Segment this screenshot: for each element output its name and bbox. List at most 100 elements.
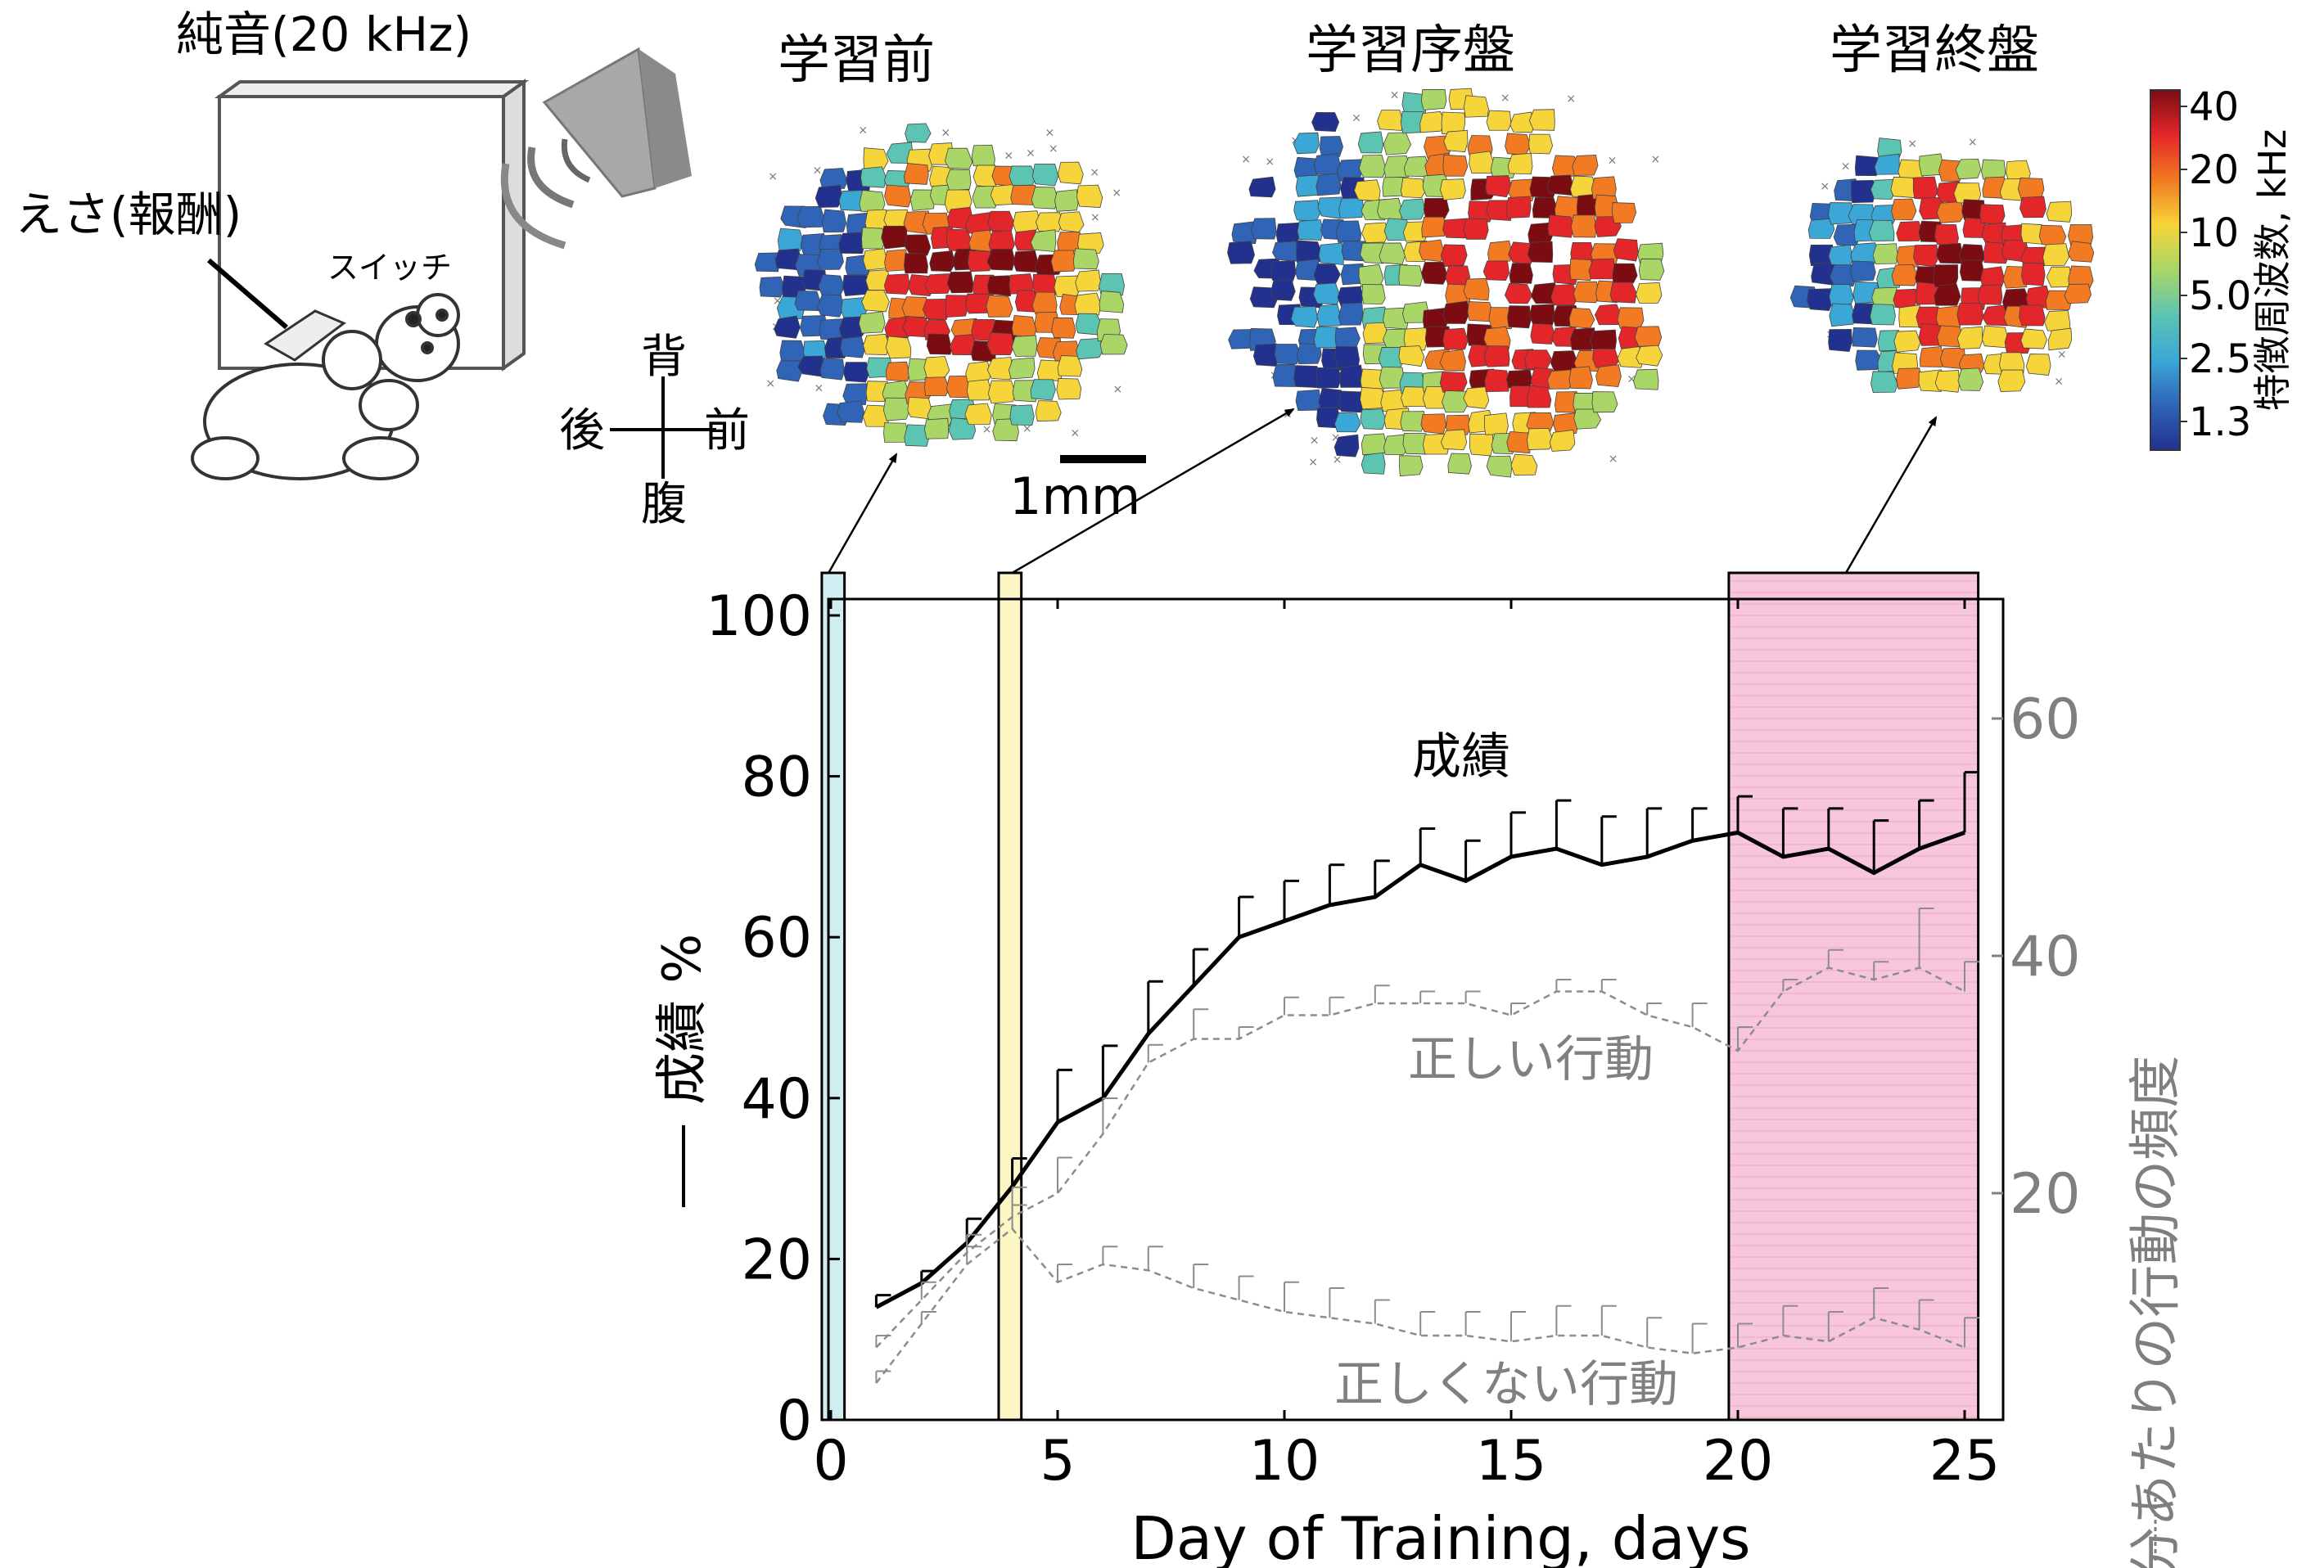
map-cell bbox=[1294, 201, 1320, 222]
map-cell bbox=[1569, 367, 1593, 389]
tonotopic-map-late: ××××××× bbox=[1790, 136, 2094, 393]
map-cell bbox=[1913, 177, 1938, 200]
series-label-score: 成績 bbox=[1412, 728, 1510, 786]
map-cell bbox=[1936, 243, 1962, 264]
map-cell bbox=[1075, 293, 1101, 315]
map-cell bbox=[1399, 456, 1423, 476]
map-cell bbox=[987, 276, 1011, 296]
panel-top bbox=[219, 82, 524, 97]
map-cell bbox=[1033, 274, 1058, 295]
map-cell bbox=[1486, 176, 1512, 197]
map-cell bbox=[1338, 303, 1363, 325]
map-cell bbox=[797, 206, 824, 227]
map-cell bbox=[1634, 369, 1659, 390]
map-cell bbox=[967, 380, 992, 400]
map-cell bbox=[1592, 392, 1618, 412]
map-cell bbox=[988, 211, 1014, 232]
map-unresponsive-mark: × bbox=[1500, 92, 1510, 105]
map-cell bbox=[859, 312, 885, 334]
map-cell bbox=[1443, 328, 1469, 349]
map-cell bbox=[1297, 219, 1324, 240]
map-title-before: 学習前 bbox=[778, 30, 935, 91]
map-cell bbox=[1530, 304, 1555, 326]
map-cell bbox=[1359, 264, 1383, 286]
map-cell bbox=[1334, 412, 1361, 432]
scale-bar: 1mm bbox=[1009, 455, 1146, 526]
map-cell bbox=[1319, 243, 1343, 265]
map-cell bbox=[1897, 222, 1922, 241]
map-cell bbox=[1897, 368, 1922, 390]
y-right-tick-label: 60 bbox=[2010, 687, 2081, 752]
map-cell bbox=[1448, 453, 1472, 474]
map-cell bbox=[1469, 434, 1493, 456]
y-left-tick-label: 60 bbox=[741, 906, 812, 971]
map-cell bbox=[1613, 239, 1638, 261]
map-unresponsive-mark: × bbox=[768, 170, 778, 183]
map-cell bbox=[1639, 259, 1664, 280]
map-cell bbox=[1547, 370, 1572, 389]
scale-bar-label: 1mm bbox=[1009, 466, 1140, 526]
map-unresponsive-mark: × bbox=[982, 423, 992, 436]
map-cell bbox=[1464, 96, 1488, 117]
map-cell bbox=[885, 185, 911, 207]
map-cell bbox=[1031, 187, 1058, 209]
map-cell bbox=[1595, 365, 1621, 387]
map-cell bbox=[1032, 292, 1057, 314]
map-cell bbox=[822, 210, 846, 232]
map-cell bbox=[1440, 349, 1465, 371]
map-cell bbox=[1573, 155, 1598, 175]
map-cell bbox=[1525, 350, 1552, 369]
map-unresponsive-mark: × bbox=[2054, 375, 2064, 388]
map-unresponsive-mark: × bbox=[1113, 383, 1123, 396]
map-cell bbox=[1464, 278, 1489, 300]
map-cell bbox=[886, 362, 909, 381]
map-cell bbox=[2021, 263, 2045, 286]
map-cell bbox=[1440, 179, 1465, 201]
map-unresponsive-mark: × bbox=[1650, 153, 1660, 166]
map-cell bbox=[1956, 159, 1981, 178]
map-cell bbox=[930, 251, 955, 272]
map-cell bbox=[986, 295, 1013, 317]
map-cell bbox=[883, 398, 909, 421]
map-cell bbox=[905, 235, 930, 255]
map-cell bbox=[1894, 331, 1920, 352]
map-cell bbox=[1550, 430, 1575, 451]
map-cell bbox=[839, 191, 863, 211]
map-cell bbox=[780, 340, 805, 362]
map-unresponsive-mark: × bbox=[1045, 126, 1055, 139]
map-cell bbox=[927, 334, 951, 354]
map-cell bbox=[1338, 391, 1364, 412]
map-cell bbox=[1852, 327, 1878, 347]
map-cell bbox=[2046, 201, 2072, 222]
map-cell bbox=[1873, 244, 1898, 264]
map-unresponsive-mark: × bbox=[1352, 112, 1361, 125]
y-left-tick-label: 20 bbox=[741, 1228, 812, 1292]
map-cell bbox=[945, 148, 972, 169]
y-left-label: 成績 % bbox=[652, 934, 713, 1105]
map-cell bbox=[864, 334, 890, 354]
map-cell bbox=[1009, 166, 1036, 186]
map-cell bbox=[1422, 217, 1446, 237]
map-cell bbox=[1293, 366, 1318, 388]
map-title-early: 学習序盤 bbox=[1306, 20, 1515, 81]
map-unresponsive-mark: × bbox=[813, 164, 823, 177]
x-tick-label: 25 bbox=[1929, 1429, 2001, 1494]
map-cell bbox=[1870, 372, 1898, 393]
map-unresponsive-mark: × bbox=[1820, 180, 1830, 193]
map-unresponsive-mark: × bbox=[1609, 453, 1618, 466]
map-cell bbox=[1336, 221, 1361, 243]
map-cell bbox=[1551, 284, 1577, 305]
y-left-tick-label: 0 bbox=[777, 1389, 812, 1453]
map-cell bbox=[820, 358, 845, 380]
map-unresponsive-mark: × bbox=[1241, 153, 1251, 166]
series-label-correct: 正しい行動 bbox=[1408, 1031, 1654, 1088]
tone-label: 純音(20 kHz) bbox=[176, 7, 472, 62]
map-unresponsive-mark: × bbox=[1841, 160, 1851, 173]
map-cell bbox=[1612, 203, 1636, 223]
map-cell bbox=[1421, 414, 1446, 434]
map-cell bbox=[1354, 180, 1380, 201]
map-cell bbox=[1934, 224, 1958, 246]
map-cell bbox=[1957, 327, 1983, 349]
map-cell bbox=[1228, 241, 1255, 264]
map-cell bbox=[1032, 164, 1058, 186]
